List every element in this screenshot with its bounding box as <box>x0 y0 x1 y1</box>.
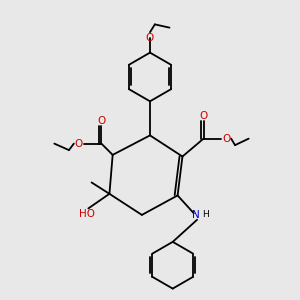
Text: O: O <box>75 139 83 148</box>
Text: N: N <box>192 210 199 220</box>
Text: H: H <box>202 210 208 219</box>
Text: O: O <box>222 134 230 144</box>
Text: O: O <box>146 33 154 43</box>
Text: O: O <box>97 116 106 126</box>
Text: O: O <box>200 111 208 121</box>
Text: HO: HO <box>79 209 95 219</box>
